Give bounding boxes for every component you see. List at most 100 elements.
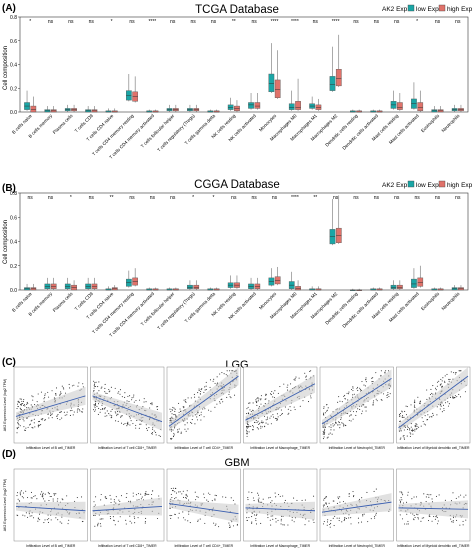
scatC-point [341,422,343,424]
scatC-ci-band [322,369,392,428]
scatC-point [94,407,96,409]
scatD-point [55,517,57,519]
scatD-point [415,496,418,498]
scatD-point [275,518,277,520]
scatD-point [174,513,176,515]
scatC-point [324,431,326,433]
boxB-sig: ** [313,195,317,201]
scatD-point [110,498,112,500]
boxA-sig: ** [232,19,236,25]
scatD-point [94,525,96,527]
scatD-point [67,523,69,525]
scatD-point [115,502,117,504]
scatC-point [20,398,22,400]
scatC-point [289,406,291,408]
scatC-point [326,437,328,439]
scatC-point [399,438,401,440]
scatD-point [175,492,177,494]
scatC-point [435,389,437,391]
scatC-point [380,375,382,377]
scatC-point [138,399,141,401]
scatC-point [372,400,375,402]
scatC-point [194,414,196,416]
scatC-regression-line [321,378,392,425]
scatC-point [436,406,438,408]
scatD-point [158,495,160,497]
scatC-point [171,428,173,430]
scatD-point [284,499,286,501]
scatD-point [282,524,284,526]
scatC-point [270,423,272,425]
scatD-point [348,495,350,497]
scatC-point [252,426,255,428]
scatC-point [389,393,391,395]
scatC-point [23,420,25,422]
scatC-point [348,393,350,395]
scatC-point [279,385,281,388]
scatC-point [287,413,289,415]
scatC-point [299,405,301,407]
scatD-point [29,515,31,517]
scatC-point [69,410,71,412]
scatC-point [105,392,107,394]
scatC-point [172,406,174,408]
scatC-point [93,384,95,386]
scatD-point [19,494,22,496]
scatD-point [435,516,437,518]
scatD-point [174,487,176,490]
scatC-point [34,403,36,406]
scatC-point [130,420,132,422]
scatC-point [258,406,260,408]
scatC-point [432,385,434,387]
boxA-sig: ns [313,19,319,25]
panel-a-title: TCGA Database [195,4,279,16]
scatC-point [41,419,43,421]
scatD-point [444,499,446,501]
scatD-point [99,518,101,520]
boxB-category-label: T cells regulatory (Tregs) [156,291,196,331]
boxB-box [411,278,417,288]
scatC-point [449,396,452,398]
scatD-point [41,493,44,495]
scatC-point [99,411,101,413]
scatD-point [262,498,264,500]
scatD-point [313,521,315,524]
scatD-point [337,498,339,500]
scatC-point [191,419,193,421]
scatD-point [203,497,205,499]
scatD-point [195,499,197,501]
scatC-point [151,431,153,434]
scatC-point [258,423,260,426]
scatC-point [346,392,348,394]
scatC-point [114,387,116,389]
scatC-point [281,413,283,415]
scatD-point [170,487,172,490]
scatC-point [198,389,200,392]
scatC-point [413,404,416,406]
scatC-point [183,406,185,408]
scatC-point [97,386,99,388]
scatC-point [146,427,148,430]
scatC-point [100,408,102,411]
scatC-point [272,396,274,398]
scatC-point [200,411,202,413]
scatC-point [337,401,339,403]
scatC-point [432,393,434,395]
scatC-xlabel: Infiltration Level of Macrophage_TIMER [250,446,310,450]
scatD-point [100,493,102,496]
scatD-point [261,501,263,503]
scatD-point [59,521,61,523]
scatD-point [329,523,331,526]
scatD-point [95,496,97,498]
scatC-point [110,417,112,419]
scatC-point [151,404,153,406]
boxA-sig: ns [455,19,461,25]
scatC-point [82,408,84,410]
scatD-point [435,495,438,497]
scatD-point [120,495,123,497]
scatD-point [258,501,260,503]
scatC-xlabel: Infiltration Level of B cell_TIMER [26,446,76,450]
scatD-point [417,517,419,519]
scatC-point [349,415,351,417]
boxA-frame [19,16,469,113]
